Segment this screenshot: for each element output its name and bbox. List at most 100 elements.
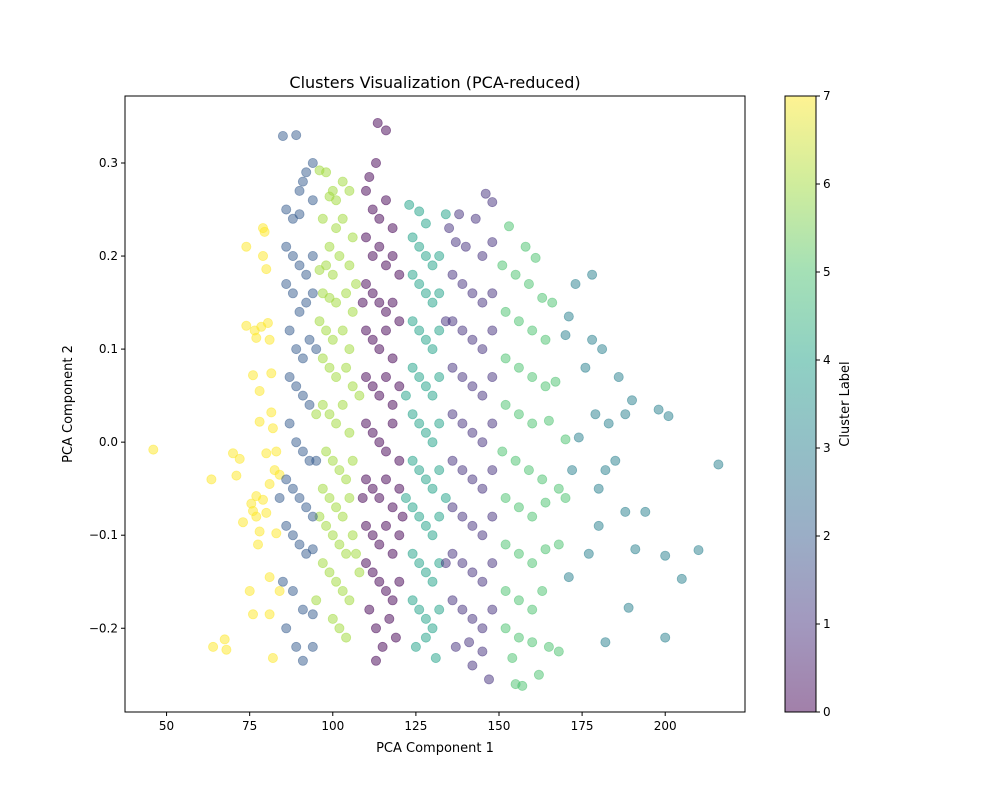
data-point: [467, 474, 478, 485]
data-point: [367, 334, 378, 345]
data-point: [360, 278, 371, 289]
data-point: [367, 427, 378, 438]
data-point: [374, 390, 385, 401]
data-point: [387, 502, 398, 513]
data-point: [291, 381, 302, 392]
data-point: [374, 241, 385, 252]
data-point: [457, 278, 468, 289]
data-point: [367, 530, 378, 541]
data-point: [440, 558, 451, 569]
data-point: [407, 502, 418, 513]
data-point: [206, 474, 217, 485]
data-point: [380, 306, 391, 317]
data-point: [380, 125, 391, 136]
data-point: [537, 586, 548, 597]
data-point: [380, 446, 391, 457]
data-point: [287, 530, 298, 541]
data-point: [477, 530, 488, 541]
data-point: [630, 544, 641, 555]
data-point: [464, 637, 475, 648]
data-point: [600, 637, 611, 648]
data-point: [350, 278, 361, 289]
data-point: [334, 465, 345, 476]
data-point: [420, 218, 431, 229]
data-point: [457, 604, 468, 615]
data-point: [530, 252, 541, 263]
data-point: [321, 446, 332, 457]
data-point: [593, 520, 604, 531]
data-point: [237, 517, 248, 528]
data-point: [294, 260, 305, 271]
data-point: [261, 507, 272, 518]
y-tick-label: 0.1: [99, 342, 118, 356]
data-point: [407, 269, 418, 280]
data-point: [297, 446, 308, 457]
data-point: [284, 371, 295, 382]
data-point: [467, 427, 478, 438]
data-point: [317, 213, 328, 224]
data-point: [294, 209, 305, 220]
data-point: [527, 325, 538, 336]
data-point: [533, 669, 544, 680]
data-point: [287, 250, 298, 261]
data-point: [660, 632, 671, 643]
data-point: [219, 634, 230, 645]
data-point: [653, 404, 664, 415]
data-point: [341, 474, 352, 485]
data-point: [500, 586, 511, 597]
data-point: [277, 130, 288, 141]
x-axis: 50 75 100 125 150 175 200: [159, 712, 677, 733]
data-point: [387, 548, 398, 559]
data-point: [510, 269, 521, 280]
data-point: [341, 362, 352, 373]
colorbar: 0 1 2 3 4 5 6 7 Cluster Label: [784, 89, 853, 719]
data-point: [331, 195, 342, 206]
data-point: [252, 539, 263, 550]
data-point: [487, 465, 498, 476]
data-point: [347, 455, 358, 466]
data-point: [208, 641, 219, 652]
data-point: [380, 520, 391, 531]
data-point: [560, 330, 571, 341]
data-point: [397, 511, 408, 522]
data-point: [327, 269, 338, 280]
data-point: [347, 530, 358, 541]
data-point: [370, 623, 381, 634]
data-point: [427, 576, 438, 587]
data-point: [500, 306, 511, 317]
data-point: [560, 492, 571, 503]
data-point: [427, 437, 438, 448]
data-point: [357, 492, 368, 503]
data-point: [414, 511, 425, 522]
data-point: [450, 237, 461, 248]
data-point: [420, 381, 431, 392]
data-point: [380, 474, 391, 485]
data-point: [570, 278, 581, 289]
data-point: [477, 390, 488, 401]
data-point: [560, 434, 571, 445]
data-point: [394, 316, 405, 327]
data-point: [447, 548, 458, 559]
data-point: [324, 567, 335, 578]
data-point: [477, 250, 488, 261]
data-point: [420, 474, 431, 485]
data-point: [374, 344, 385, 355]
data-point: [434, 418, 445, 429]
data-point: [341, 632, 352, 643]
data-point: [477, 437, 488, 448]
data-point: [590, 409, 601, 420]
data-point: [553, 483, 564, 494]
data-point: [454, 209, 465, 220]
data-point: [480, 188, 491, 199]
data-point: [317, 558, 328, 569]
data-point: [427, 297, 438, 308]
data-point: [573, 432, 584, 443]
data-point: [603, 418, 614, 429]
data-point: [367, 483, 378, 494]
data-point: [527, 637, 538, 648]
data-point: [470, 213, 481, 224]
data-point: [457, 558, 468, 569]
data-point: [267, 653, 278, 664]
data-point: [344, 260, 355, 271]
data-point: [274, 586, 285, 597]
